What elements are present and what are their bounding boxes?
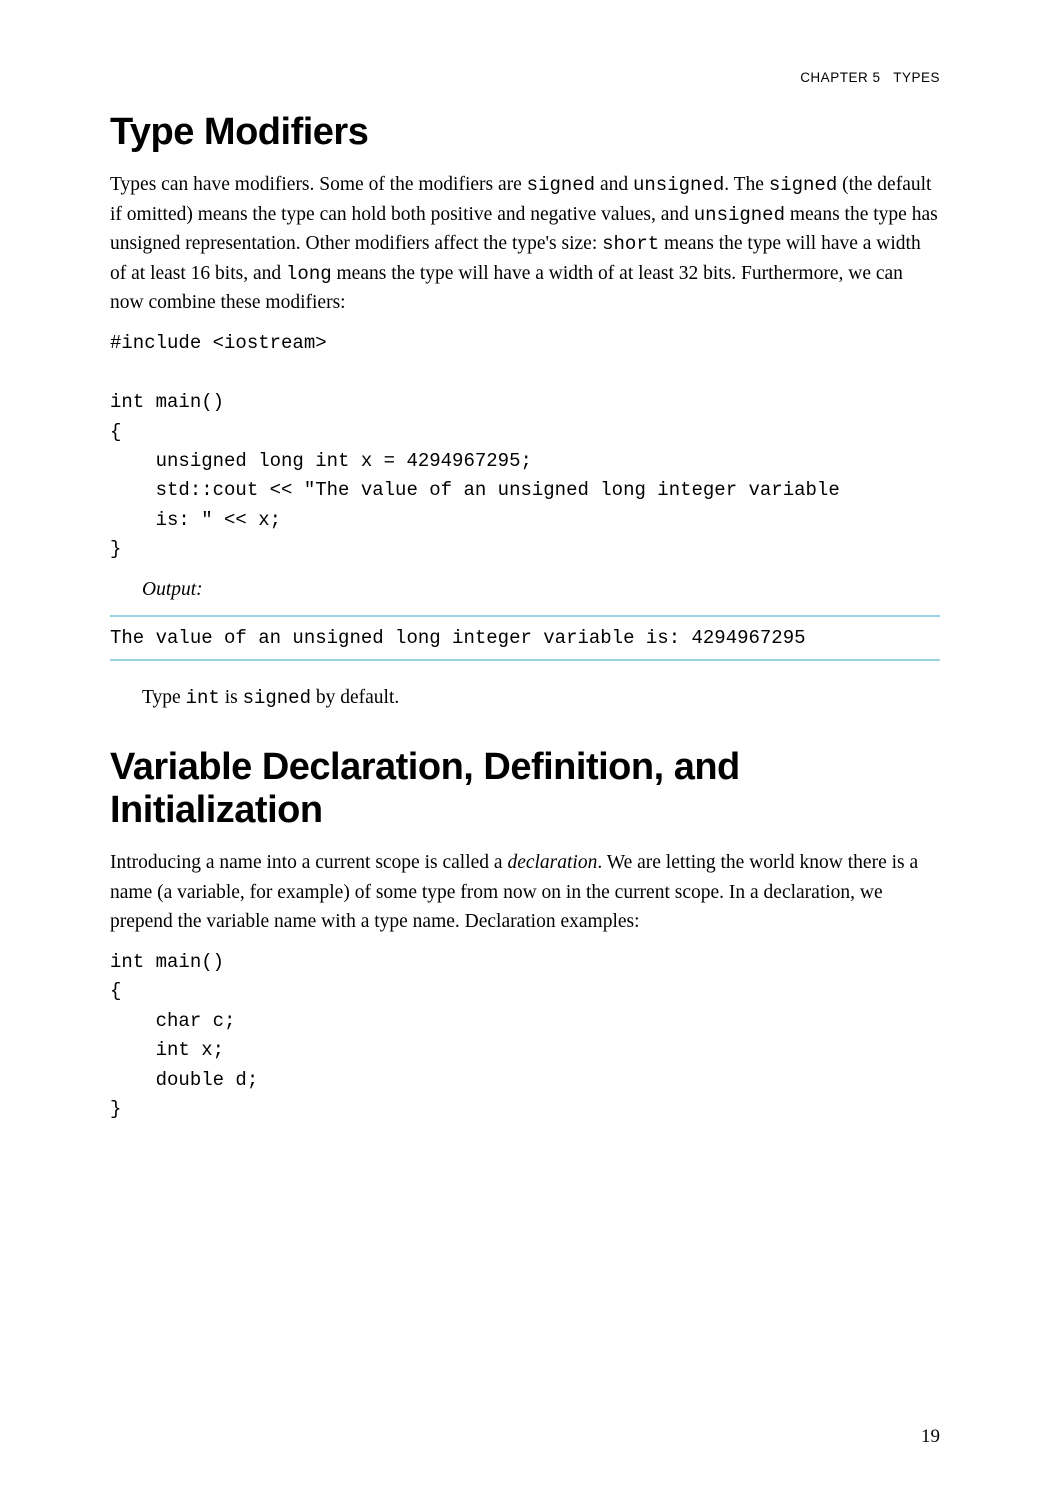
inline-code: unsigned: [694, 204, 785, 226]
inline-code: long: [286, 263, 332, 285]
chapter-label: CHAPTER 5: [800, 70, 880, 85]
code-block-2: int main() { char c; int x; double d; }: [110, 948, 940, 1125]
section1-followup: Type int is signed by default.: [110, 683, 940, 713]
inline-text: by default.: [311, 687, 399, 708]
code-block-1: #include <iostream> int main() { unsigne…: [110, 329, 940, 565]
inline-text: Type: [142, 687, 186, 708]
section-heading-type-modifiers: Type Modifiers: [110, 111, 940, 154]
inline-code: short: [602, 233, 659, 255]
running-header: CHAPTER 5 TYPES: [110, 70, 940, 85]
inline-text: is: [220, 687, 243, 708]
chapter-title: TYPES: [893, 70, 940, 85]
inline-code: unsigned: [633, 174, 724, 196]
inline-code: signed: [769, 174, 837, 196]
section-heading-variable-declaration: Variable Declaration, Definition, and In…: [110, 746, 940, 832]
page-number: 19: [921, 1426, 940, 1448]
inline-italic: declaration: [507, 852, 597, 873]
section2-paragraph: Introducing a name into a current scope …: [110, 848, 940, 936]
inline-code: int: [186, 687, 220, 709]
inline-code: signed: [243, 687, 311, 709]
inline-text: . The: [724, 174, 769, 195]
inline-code: signed: [527, 174, 595, 196]
inline-text: and: [595, 174, 633, 195]
inline-text: Types can have modifiers. Some of the mo…: [110, 174, 527, 195]
section1-paragraph: Types can have modifiers. Some of the mo…: [110, 170, 940, 317]
output-label: Output:: [142, 579, 940, 601]
output-block: The value of an unsigned long integer va…: [110, 615, 940, 661]
inline-text: Introducing a name into a current scope …: [110, 852, 507, 873]
